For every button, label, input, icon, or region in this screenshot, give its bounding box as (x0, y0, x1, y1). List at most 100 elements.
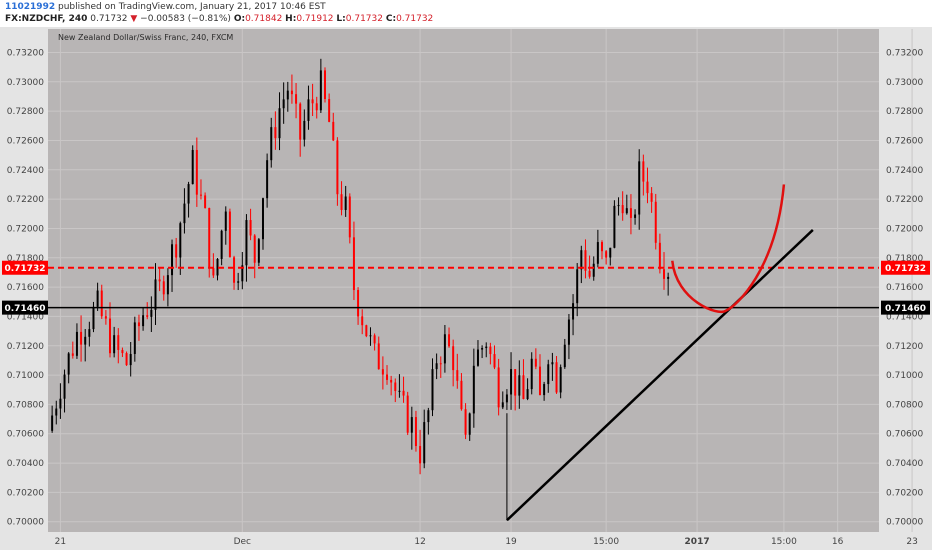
author-link[interactable]: 11021992 (5, 2, 56, 12)
candle-body (555, 362, 558, 393)
support-tag-left-bg (2, 300, 48, 315)
y-tick-label-right: 0.70600 (886, 430, 923, 440)
candle-body (84, 336, 87, 345)
y-axis-right: 0.70000 0.70200 0.70400 0.70600 0.70800 0.710… (886, 48, 923, 527)
y-tick-label-left: 0.71800 (7, 254, 44, 264)
y-tick-label-left: 0.71200 (7, 342, 44, 352)
candle-body (88, 329, 91, 337)
y-tick-label-right: 0.71200 (886, 342, 923, 352)
candle-body (427, 410, 430, 423)
price-change: −0.00583 (−0.81%) (140, 14, 231, 24)
y-tick-label-left: 0.72800 (7, 107, 44, 117)
candle-body (485, 346, 488, 349)
candle-body (179, 223, 182, 258)
y-tick-label-left: 0.72600 (7, 136, 44, 146)
x-tick-label: 21 (55, 537, 66, 547)
x-tick-label: 23 (906, 537, 917, 547)
candle-body (481, 348, 484, 350)
candle-body (357, 290, 360, 317)
candle-body (377, 343, 380, 370)
high-value: 0.71912 (296, 14, 334, 24)
y-axis-left: 0.70000 0.70200 0.70400 0.70600 0.70800 0.710… (7, 48, 44, 527)
candle-body (158, 279, 161, 282)
candle-body (187, 184, 190, 204)
candle-body (580, 250, 583, 270)
low-label: L: (336, 14, 346, 24)
chart-title: New Zealand Dollar/Swiss Franc, 240, FXC… (58, 33, 233, 42)
candle-body (117, 335, 120, 350)
candle-body (96, 290, 99, 307)
candle-body (328, 99, 331, 122)
candle-body (667, 276, 670, 279)
candle-body (439, 363, 442, 365)
candle-body (175, 244, 178, 258)
y-tick-label-left: 0.72400 (7, 166, 44, 176)
candle-body (505, 394, 508, 403)
candle-body (245, 220, 248, 266)
candle-body (133, 322, 136, 354)
candle-body (634, 214, 637, 218)
candle-body (266, 160, 269, 199)
down-arrow-icon: ▼ (130, 14, 138, 24)
candle-body (261, 198, 264, 240)
high-label: H: (285, 14, 297, 24)
candle-body (663, 269, 666, 279)
candle-body (476, 349, 479, 366)
candle-body (419, 446, 422, 464)
candle-body (456, 370, 459, 381)
projection-curve (671, 184, 786, 313)
candle-body (237, 281, 240, 283)
y-tick-label-left: 0.72200 (7, 195, 44, 205)
candle-body (563, 344, 566, 368)
candle-body (290, 90, 293, 95)
candle-body (497, 367, 500, 408)
x-tick-label: 19 (505, 537, 517, 547)
price-labels: 0.71732 0.71732 0.71460 0.71460 (2, 260, 930, 315)
y-tick-label-right: 0.70200 (886, 488, 923, 498)
candle-body (150, 309, 153, 317)
candle-body (373, 335, 376, 344)
candle-body (59, 398, 62, 409)
candle-body (514, 369, 517, 396)
y-tick-label-right: 0.71000 (886, 371, 923, 381)
candle-body (75, 331, 78, 356)
y-tick-label-left: 0.71000 (7, 371, 44, 381)
y-tick-label-right: 0.73200 (886, 48, 923, 58)
candle-body (601, 242, 603, 252)
candle-body (113, 335, 116, 354)
candle-body (224, 211, 227, 231)
candle-body (299, 103, 302, 140)
candle-body (340, 194, 343, 210)
plot-area[interactable] (48, 29, 879, 532)
x-tick-label: 16 (832, 537, 844, 547)
candle-body (307, 99, 310, 121)
candle-body (55, 408, 58, 416)
close-value: 0.71732 (396, 14, 434, 24)
candle-body (71, 353, 74, 356)
candle-body (67, 353, 70, 375)
y-tick-label-left: 0.70800 (7, 400, 44, 410)
candle-body (369, 335, 372, 337)
candle-body (584, 250, 587, 271)
y-tick-label-right: 0.72200 (886, 195, 923, 205)
candle-body (390, 379, 393, 383)
candle-body (402, 390, 405, 396)
y-tick-label-right: 0.70000 (886, 518, 923, 528)
candle-body (443, 334, 446, 364)
candle-body (596, 242, 599, 264)
candle-body (642, 161, 645, 182)
candle-body (195, 149, 198, 195)
candle-body (278, 108, 281, 139)
candle-body (414, 417, 417, 447)
y-tick-label-right: 0.71800 (886, 254, 923, 264)
candle-body (183, 203, 186, 224)
candle-body (460, 380, 463, 410)
candle-body (51, 415, 54, 431)
x-tick-label: 12 (414, 537, 425, 547)
x-tick-label: 2017 (685, 537, 710, 547)
candle-body (257, 239, 260, 263)
y-tick-label-right: 0.72600 (886, 136, 923, 146)
candle-body (510, 369, 513, 395)
